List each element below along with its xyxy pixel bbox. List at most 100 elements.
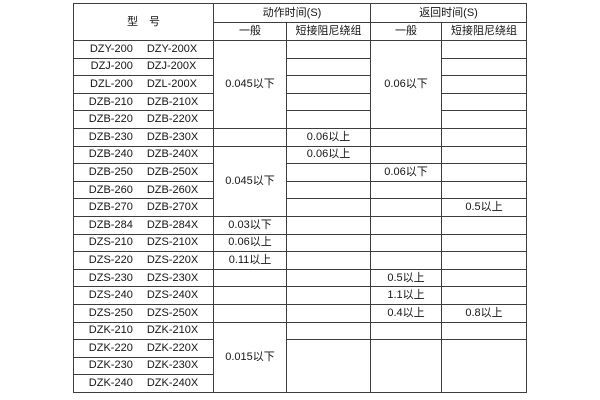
model-label: DZB-210X (146, 95, 199, 108)
model-cell: DZB-270 DZB-270X (73, 198, 214, 217)
model-label: DZY-200 (89, 42, 133, 55)
return-damping-cell: 0.8以上 (441, 303, 528, 323)
return-damping-cell (441, 127, 528, 147)
model-label: DZB-284X (146, 218, 199, 231)
model-cell: DZB-250 DZB-250X (73, 163, 214, 182)
return-damping-cell (441, 215, 528, 235)
model-cell: DZS-250 DZS-250X (73, 303, 214, 323)
table-row: DZY-200 DZY-200X 0.045以下 0.06以下 (73, 40, 528, 129)
model-cell: DZS-220 DZS-220X (73, 251, 214, 270)
return-damping-header: 短接阻尼绕组 (441, 22, 528, 41)
table-body: DZY-200 DZY-200X 0.045以下 0.06以下 DZJ-200 DZJ-2… (73, 40, 528, 393)
action-general-cell: 0.06以上 (213, 233, 287, 253)
model-column-header: 型 号 (73, 3, 214, 41)
table-row: DZS-250 DZS-250X 0.4以上 0.8以上 (73, 303, 528, 323)
action-general-cell: 0.015以下 (213, 321, 287, 393)
action-damping-cell: 0.06以上 (285, 127, 372, 147)
table-row: DZB-284 DZB-284X 0.03以下 (73, 215, 528, 235)
model-label: DZB-220 (88, 113, 133, 126)
model-label: DZB-260 (88, 183, 133, 196)
table-row: DZK-220 DZK-220X (73, 339, 528, 393)
model-cell: DZB-240 DZB-240X (73, 145, 214, 165)
table-row: DZB-220 DZB-220X (73, 110, 528, 129)
model-label: DZS-220X (146, 253, 199, 266)
action-damping-cell (285, 251, 372, 270)
return-general-cell (370, 251, 443, 270)
action-general-cell (213, 127, 287, 147)
model-cell: DZK-240 DZK-240X (73, 374, 214, 393)
action-general-cell: 0.045以下 (213, 40, 287, 129)
action-general-header: 一般 (213, 22, 287, 41)
model-label: DZK-240X (146, 377, 199, 390)
model-label: DZS-250 (88, 306, 133, 319)
return-general-cell: 1.1以上 (370, 286, 443, 305)
table-row: DZB-260 DZB-260X (73, 180, 528, 200)
return-general-cell (370, 145, 443, 165)
model-label: DZB-240 (88, 148, 133, 161)
action-general-cell: 0.11以上 (213, 251, 287, 270)
model-cell: DZK-230 DZK-230X (73, 356, 214, 376)
header-row-groups: 型 号 动作时间(S) 返回时间(S) (73, 3, 528, 41)
return-damping-cell (441, 339, 528, 393)
return-general-cell: 0.5以上 (370, 268, 443, 288)
table-row: DZS-240 DZS-240X 1.1以上 (73, 286, 528, 305)
model-label: DZS-250X (146, 306, 199, 319)
action-damping-cell (285, 92, 372, 112)
return-general-cell (370, 339, 443, 393)
action-damping-cell (285, 40, 372, 59)
model-label: DZS-240X (146, 289, 199, 302)
model-label: DZK-240 (88, 377, 133, 390)
table-row: DZK-230 DZK-230X (73, 356, 527, 376)
model-cell: DZL-200 DZL-200X (73, 75, 214, 94)
action-general-cell: 0.03以下 (213, 215, 287, 235)
action-damping-cell (285, 339, 372, 393)
return-damping-cell (441, 145, 528, 165)
return-damping-cell (441, 92, 528, 112)
model-label: DZS-210X (146, 236, 199, 249)
action-damping-header: 短接阻尼绕组 (285, 22, 372, 41)
action-damping-cell (285, 233, 372, 253)
return-general-cell: 0.4以上 (370, 303, 443, 323)
table-row: DZL-200 DZL-200X (73, 75, 528, 94)
return-damping-cell (441, 163, 528, 182)
model-label: DZK-220X (146, 341, 199, 354)
return-general-cell (370, 180, 443, 200)
model-label: DZS-240 (88, 289, 133, 302)
action-general-cell (213, 286, 287, 305)
model-cell: DZK-210 DZK-210X (73, 321, 214, 341)
model-label: DZB-250X (146, 165, 199, 178)
model-cell: DZS-230 DZS-230X (73, 268, 214, 288)
action-damping-cell (285, 215, 372, 235)
model-label: DZB-284 (88, 218, 133, 231)
table-row: DZK-210 DZK-210X 0.015以下 (73, 321, 528, 393)
model-cell: DZB-230 DZB-230X (73, 127, 214, 147)
model-label: DZL-200X (146, 77, 197, 90)
model-label: DZK-210 (88, 324, 133, 337)
model-label: DZB-260X (146, 183, 199, 196)
table-row: DZB-210 DZB-210X (73, 92, 528, 112)
action-time-group-header: 动作时间(S) (212, 3, 372, 23)
model-label: DZS-210 (88, 236, 133, 249)
model-cell: DZB-284 DZB-284X (73, 215, 214, 235)
table-row: DZJ-200 DZJ-200X (73, 57, 528, 77)
model-cell: DZB-220 DZB-220X (73, 110, 214, 129)
model-label: DZK-230X (146, 359, 199, 372)
model-label: DZB-210 (88, 95, 133, 108)
model-cell: DZS-210 DZS-210X (73, 233, 214, 253)
action-damping-cell (285, 163, 372, 182)
model-cell: DZY-200 DZY-200X (73, 40, 214, 59)
model-label: DZB-230X (146, 130, 199, 143)
return-damping-cell (441, 268, 528, 288)
return-damping-cell (441, 251, 528, 270)
header-row-subcolumns: 一般 短接阻尼绕组 一般 短接阻尼绕组 (74, 22, 528, 41)
return-general-cell: 0.06以下 (370, 40, 443, 129)
return-damping-cell (441, 110, 528, 129)
return-general-cell (370, 198, 443, 217)
action-damping-cell (285, 110, 372, 129)
return-damping-cell (441, 75, 528, 94)
model-label: DZJ-200X (146, 60, 197, 73)
table-row: DZK-240 DZK-240X (73, 374, 527, 393)
model-cell: DZB-210 DZB-210X (73, 92, 214, 112)
table-row: DZB-250 DZB-250X 0.06以下 (73, 163, 528, 182)
